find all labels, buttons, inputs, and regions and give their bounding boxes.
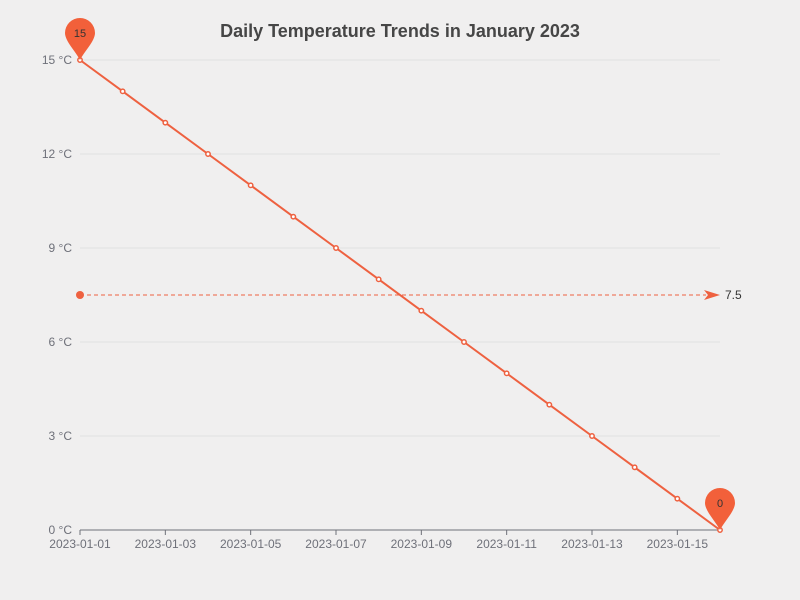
- data-point: [119, 88, 126, 95]
- average-line-arrow: [704, 290, 720, 300]
- y-tick-label: 6 °C: [49, 335, 73, 349]
- x-tick-label: 2023-01-01: [49, 537, 111, 551]
- data-point: [589, 433, 595, 439]
- data-point: [247, 182, 254, 189]
- series-line: [79, 59, 721, 531]
- min-pin-label: 0: [717, 498, 723, 510]
- x-tick-label: 2023-01-07: [305, 537, 367, 551]
- y-tick-label: 15 °C: [42, 53, 72, 67]
- y-tick-label: 0 °C: [49, 523, 73, 537]
- x-tick-label: 2023-01-09: [391, 537, 453, 551]
- data-point: [503, 370, 510, 377]
- data-point: [375, 276, 382, 283]
- data-point: [631, 464, 638, 471]
- y-tick-label: 3 °C: [49, 429, 73, 443]
- y-tick-label: 9 °C: [49, 241, 73, 255]
- x-tick-label: 2023-01-05: [220, 537, 282, 551]
- x-tick-label: 2023-01-15: [647, 537, 709, 551]
- data-point: [205, 151, 211, 157]
- average-line-label: 7.5: [725, 288, 742, 302]
- max-pin-marker: [65, 18, 95, 60]
- data-point: [290, 213, 297, 220]
- x-tick-label: 2023-01-11: [476, 537, 537, 551]
- data-point: [162, 119, 169, 126]
- y-tick-label: 12 °C: [42, 147, 72, 161]
- data-point: [418, 307, 425, 314]
- min-pin-marker: [705, 488, 735, 530]
- data-point: [461, 339, 467, 345]
- average-line-start-marker: [76, 291, 84, 299]
- data-point: [546, 401, 553, 408]
- data-point: [674, 495, 681, 502]
- max-pin-label: 15: [74, 28, 86, 40]
- x-tick-label: 2023-01-13: [561, 537, 623, 551]
- chart-title: Daily Temperature Trends in January 2023: [220, 21, 580, 41]
- data-point: [333, 245, 339, 251]
- x-tick-label: 2023-01-03: [135, 537, 197, 551]
